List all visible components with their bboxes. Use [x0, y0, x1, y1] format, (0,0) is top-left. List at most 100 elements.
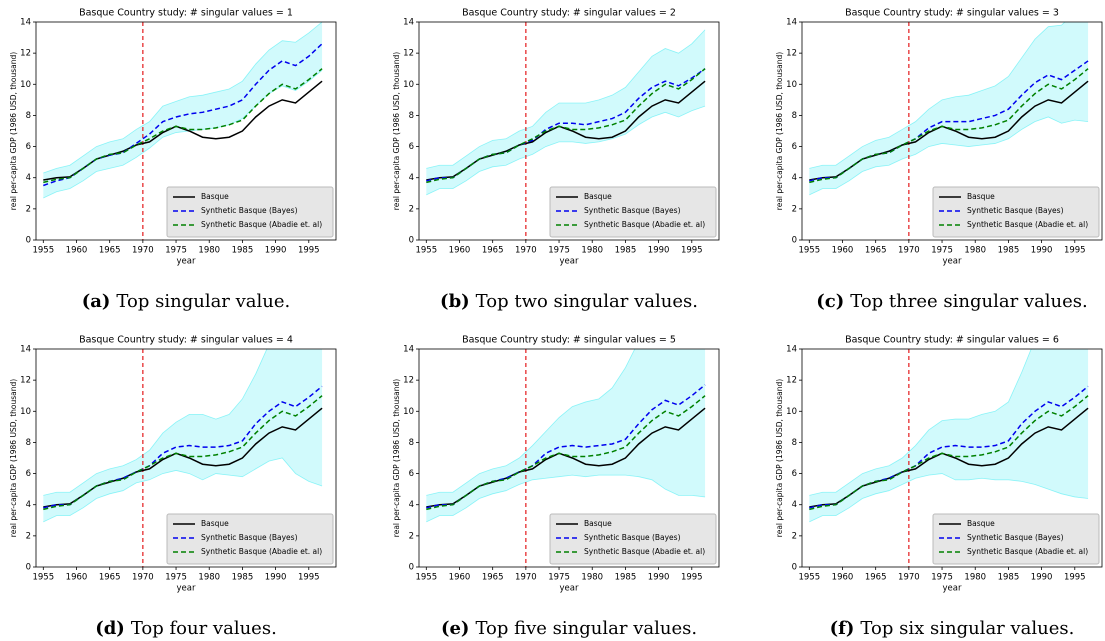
chart-title: Basque Country study: # singular values …	[462, 335, 676, 346]
y-tick-label: 4	[792, 500, 797, 510]
plot-area	[426, 22, 706, 240]
y-tick-label: 12	[20, 376, 31, 386]
x-tick-label: 1980	[581, 573, 603, 583]
x-tick-label: 1995	[1064, 246, 1086, 256]
plot-area	[426, 349, 706, 567]
legend-label: Synthetic Basque (Abadie et. al)	[201, 220, 322, 229]
chart-title: Basque Country study: # singular values …	[845, 8, 1059, 19]
caption: (e) Top five singular values.	[441, 618, 697, 639]
band-edge	[43, 22, 323, 174]
y-tick-label: 6	[26, 469, 31, 479]
x-tick-label: 1980	[964, 573, 986, 583]
y-tick-label: 6	[409, 469, 414, 479]
caption: (d) Top four values.	[95, 618, 277, 639]
subplot: 1955 1960 1965 1970 1975 1980 1985 1990 1995 0 2 4 6…	[775, 335, 1103, 639]
caption-text: Top singular value.	[116, 291, 290, 312]
caption: (b) Top two singular values.	[440, 291, 698, 312]
y-tick-label: 4	[26, 500, 31, 510]
y-tick-label: 2	[26, 531, 31, 541]
y-tick-label: 8	[792, 111, 797, 121]
legend-box	[932, 186, 1100, 238]
x-tick-label: 1955	[798, 573, 820, 583]
x-tick-label: 1975	[548, 573, 570, 583]
legend-label: Synthetic Basque (Abadie et. al)	[584, 220, 705, 229]
x-tick-label: 1960	[66, 573, 88, 583]
y-tick-label: 14	[786, 345, 797, 355]
x-tick-label: 1970	[132, 573, 154, 583]
legend-label: Synthetic Basque (Bayes)	[584, 533, 681, 542]
x-tick-label: 1965	[865, 573, 887, 583]
y-tick-label: 2	[409, 531, 414, 541]
subplot: 1955 1960 1965 1970 1975 1980 1985 1990 1995 0 2 4 6…	[775, 8, 1103, 312]
y-tick-label: 10	[20, 407, 31, 417]
axes-frame	[35, 348, 337, 568]
x-tick-label: 1955	[415, 246, 437, 256]
x-tick-label: 1995	[681, 246, 703, 256]
band-edge	[809, 349, 1032, 496]
legend-label: Basque	[967, 519, 995, 528]
band-edge	[809, 22, 1066, 169]
y-tick-label: 12	[786, 376, 797, 386]
legend-label: Synthetic Basque (Bayes)	[201, 206, 298, 215]
y-tick-label: 8	[26, 111, 31, 121]
y-axis-label: real per-capita GDP (1986 USD, thousand)	[775, 379, 784, 538]
x-tick-label: 1965	[482, 573, 504, 583]
credible-band	[43, 22, 323, 198]
x-tick-label: 1960	[449, 573, 471, 583]
legend-label: Synthetic Basque (Bayes)	[201, 533, 298, 542]
y-tick-label: 14	[786, 18, 797, 28]
legend-label: Basque	[201, 192, 229, 201]
y-tick-label: 2	[26, 204, 31, 214]
x-tick-label: 1985	[232, 573, 254, 583]
legend-label: Synthetic Basque (Abadie et. al)	[967, 547, 1088, 556]
y-tick-label: 14	[20, 18, 31, 28]
band-edge	[426, 474, 706, 523]
y-tick-label: 12	[403, 49, 414, 59]
y-axis-label: real per-capita GDP (1986 USD, thousand)	[9, 52, 18, 211]
x-tick-label: 1970	[515, 573, 537, 583]
plot-area	[809, 349, 1089, 567]
y-tick-label: 12	[403, 376, 414, 386]
caption-label: (d)	[95, 618, 125, 639]
credible-band	[809, 22, 1089, 195]
caption-text: Top five singular values.	[475, 618, 697, 639]
plot-area	[43, 349, 323, 567]
x-axis-label: year	[177, 257, 196, 267]
legend-label: Synthetic Basque (Bayes)	[967, 533, 1064, 542]
legend-label: Synthetic Basque (Abadie et. al)	[967, 220, 1088, 229]
x-tick-label: 1990	[648, 246, 670, 256]
legend-box	[166, 186, 334, 238]
y-tick-label: 10	[20, 80, 31, 90]
series-line	[43, 68, 323, 184]
x-tick-label: 1975	[548, 246, 570, 256]
x-tick-label: 1965	[99, 573, 121, 583]
x-tick-label: 1995	[1064, 573, 1086, 583]
y-axis-label: real per-capita GDP (1986 USD, thousand)	[392, 52, 401, 211]
y-tick-label: 0	[792, 236, 797, 246]
legend-label: Basque	[201, 519, 229, 528]
x-tick-label: 1965	[99, 246, 121, 256]
caption: (c) Top three singular values.	[816, 291, 1088, 312]
x-tick-label: 1990	[1031, 246, 1053, 256]
x-tick-label: 1985	[232, 246, 254, 256]
x-tick-label: 1990	[1031, 573, 1053, 583]
subplot: 1955 1960 1965 1970 1975 1980 1985 1990 1995 0 2 4 6…	[9, 8, 337, 312]
x-tick-label: 1980	[198, 573, 220, 583]
x-tick-label: 1995	[298, 573, 320, 583]
x-tick-label: 1955	[32, 246, 54, 256]
x-tick-label: 1970	[132, 246, 154, 256]
axes-frame	[801, 21, 1103, 241]
caption-label: (c)	[816, 291, 844, 312]
caption-text: Top four values.	[131, 618, 277, 639]
x-tick-label: 1960	[832, 246, 854, 256]
y-tick-label: 14	[20, 345, 31, 355]
x-axis-label: year	[560, 584, 579, 594]
y-tick-label: 2	[792, 531, 797, 541]
credible-band	[809, 349, 1089, 522]
x-tick-label: 1975	[931, 573, 953, 583]
x-tick-label: 1955	[32, 573, 54, 583]
credible-band	[426, 29, 706, 195]
legend-label: Synthetic Basque (Bayes)	[967, 206, 1064, 215]
series-line	[809, 68, 1089, 184]
